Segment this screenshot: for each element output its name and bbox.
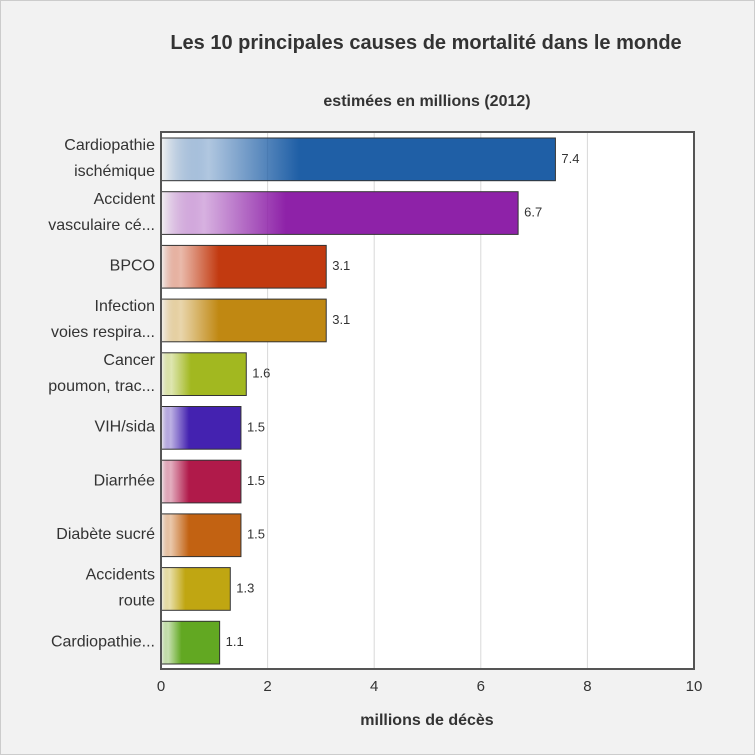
x-tick-label: 10 [686,678,703,695]
bar [160,352,247,396]
x-axis-title: millions de décès [360,712,493,729]
bar [160,513,242,558]
y-tick-label: Accidents [86,567,155,584]
y-tick-label: poumon, trac... [48,378,155,395]
value-label: 1.5 [247,419,265,434]
y-tick-label: Diabète sucré [56,526,155,543]
y-tick-label: Accident [94,191,156,208]
value-label: 1.3 [236,580,254,595]
x-tick-label: 2 [263,678,271,695]
value-label: 1.6 [252,366,270,381]
y-tick-label: Infection [95,298,155,315]
bar [160,620,221,665]
plot-border [160,131,695,670]
bar [160,567,231,611]
x-tick-label: 4 [370,678,378,695]
subtitle: estimées en millions (2012) [323,93,530,110]
y-tick-label: Cardiopathie [64,137,155,154]
y-tick-label: Cancer [103,352,155,369]
bar [160,191,519,235]
bar [160,298,327,343]
bar [160,406,242,450]
bar [160,459,242,504]
value-label: 1.5 [247,527,265,542]
bar [160,137,556,182]
value-label: 6.7 [524,204,542,219]
y-tick-label: ischémique [74,163,155,180]
y-tick-label: vasculaire cé... [48,217,155,234]
x-tick-label: 6 [477,678,485,695]
x-tick-label: 8 [583,678,591,695]
y-tick-label: VIH/sida [95,419,156,436]
y-tick-label: BPCO [110,257,155,274]
value-label: 1.5 [247,473,265,488]
value-label: 1.1 [226,634,244,649]
value-label: 3.1 [332,312,350,327]
chart-title: Les 10 principales causes de mortalité d… [170,32,682,54]
value-label: 7.4 [561,151,579,166]
y-tick-label: Cardiopathie... [51,633,155,650]
x-tick-label: 0 [157,678,165,695]
value-label: 3.1 [332,258,350,273]
y-tick-label: route [119,593,156,610]
bar [160,244,327,289]
y-tick-label: voies respira... [51,324,155,341]
y-tick-label: Diarrhée [94,472,155,489]
